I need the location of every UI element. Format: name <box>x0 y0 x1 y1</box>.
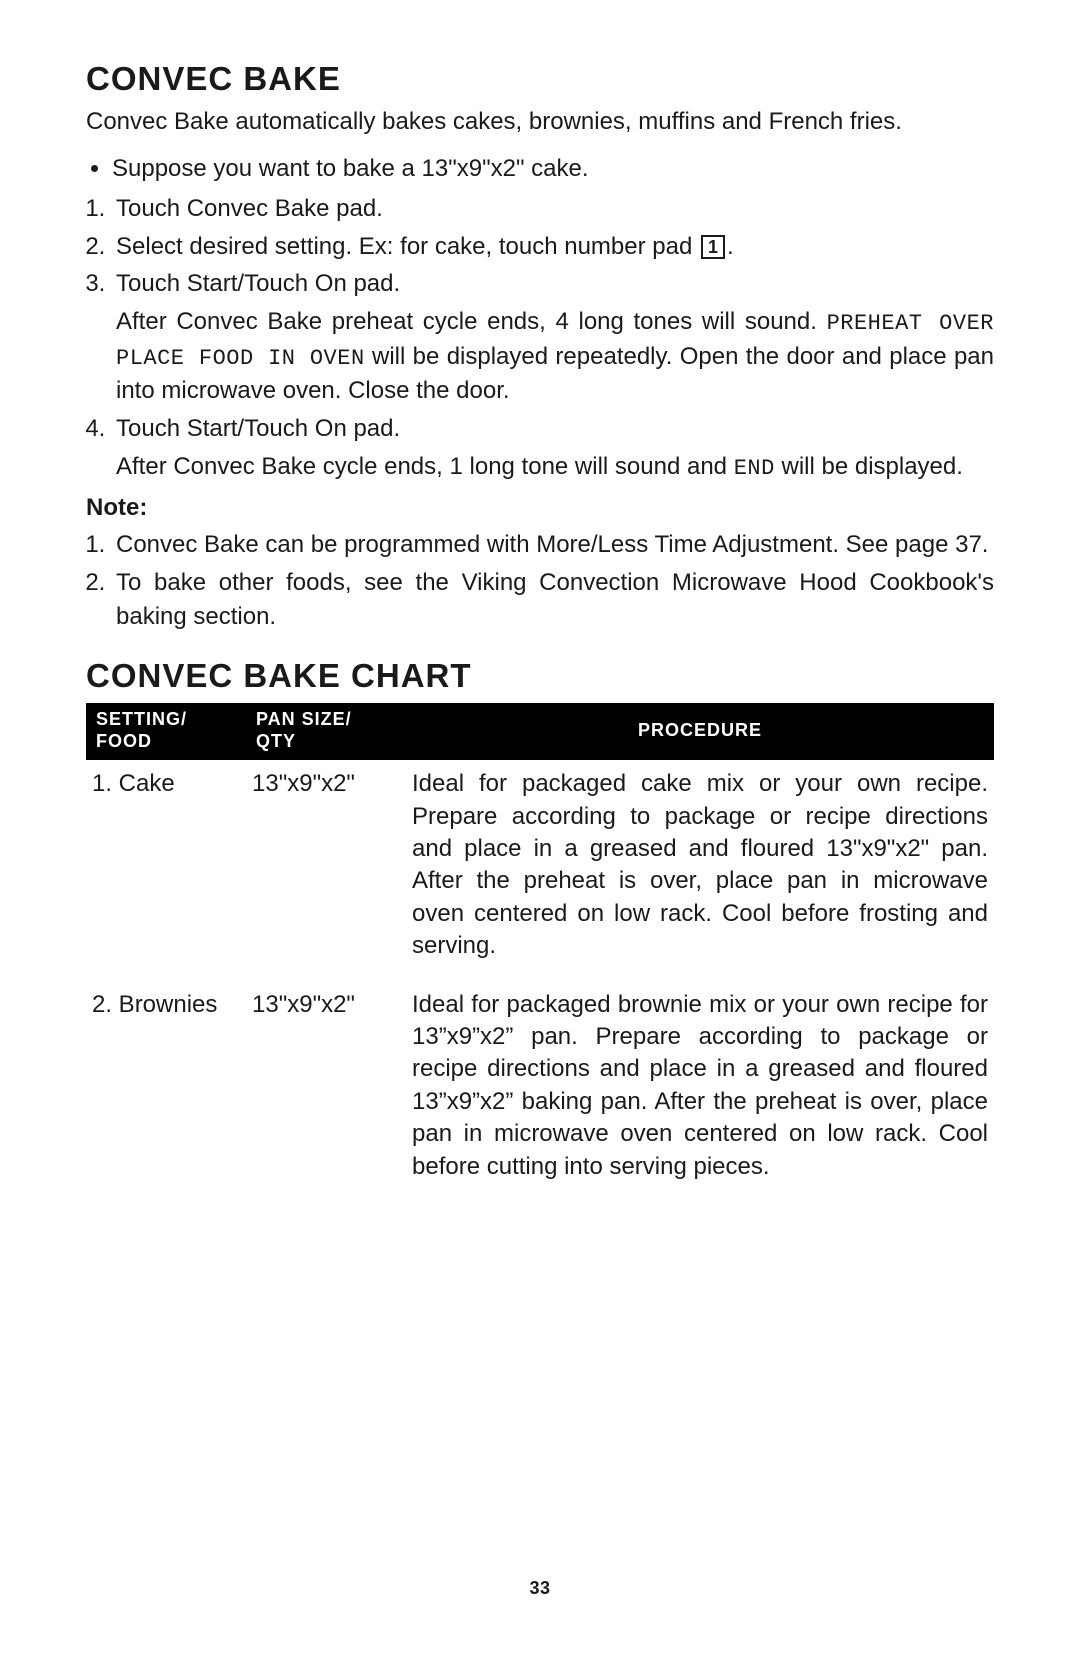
col-header-setting-l2: Food <box>96 731 152 751</box>
number-pad-1-icon: 1 <box>701 235 725 259</box>
cell-pan: 13"x9"x2" <box>246 760 406 972</box>
heading-chart: Convec Bake Chart <box>86 657 994 695</box>
step-4-title: Touch Start/Touch On pad. <box>116 415 400 442</box>
heading-convec-bake: Convec Bake <box>86 60 994 98</box>
note-1: Convec Bake can be programmed with More/… <box>112 528 994 562</box>
step-3: Touch Start/Touch On pad. After Convec B… <box>112 267 994 408</box>
cell-setting: 1. Cake <box>86 760 246 972</box>
example-bullet: Suppose you want to bake a 13"x9"x2" cak… <box>112 152 994 186</box>
step-4-body: After Convec Bake cycle ends, 1 long ton… <box>116 450 994 485</box>
table-row: 1. Cake 13"x9"x2" Ideal for packaged cak… <box>86 760 994 972</box>
col-header-pan-l1: Pan Size/ <box>256 709 352 729</box>
step-1: Touch Convec Bake pad. <box>112 192 994 226</box>
step-4-body-b: will be displayed. <box>775 453 963 480</box>
page-number: 33 <box>0 1578 1080 1599</box>
convec-bake-chart-table: Setting/ Food Pan Size/ Qty Procedure 1.… <box>86 703 994 1193</box>
step-4: Touch Start/Touch On pad. After Convec B… <box>112 412 994 484</box>
step-3-body-a: After Convec Bake preheat cycle ends, 4 … <box>116 308 827 335</box>
col-header-setting-l1: Setting/ <box>96 709 187 729</box>
step-2-post: . <box>727 233 734 260</box>
manual-page: Convec Bake Convec Bake automatically ba… <box>0 0 1080 1669</box>
cell-procedure: Ideal for packaged brownie mix or your o… <box>406 973 994 1193</box>
chart-header-row: Setting/ Food Pan Size/ Qty Procedure <box>86 703 994 760</box>
step-2-pre: Select desired setting. Ex: for cake, to… <box>116 233 699 260</box>
col-header-pan: Pan Size/ Qty <box>246 703 406 760</box>
example-bullet-list: Suppose you want to bake a 13"x9"x2" cak… <box>86 152 994 186</box>
step-3-title: Touch Start/Touch On pad. <box>116 270 400 297</box>
cell-procedure: Ideal for packaged cake mix or your own … <box>406 760 994 972</box>
col-header-procedure: Procedure <box>406 703 994 760</box>
notes-list: Convec Bake can be programmed with More/… <box>86 528 994 633</box>
intro-paragraph: Convec Bake automatically bakes cakes, b… <box>86 106 994 138</box>
note-2: To bake other foods, see the Viking Conv… <box>112 566 994 633</box>
step-4-body-a: After Convec Bake cycle ends, 1 long ton… <box>116 453 734 480</box>
table-row: 2. Brownies 13"x9"x2" Ideal for packaged… <box>86 973 994 1193</box>
cell-pan: 13"x9"x2" <box>246 973 406 1193</box>
col-header-pan-l2: Qty <box>256 731 296 751</box>
steps-list: Touch Convec Bake pad. Select desired se… <box>86 192 994 484</box>
cell-setting: 2. Brownies <box>86 973 246 1193</box>
step-3-body: After Convec Bake preheat cycle ends, 4 … <box>116 305 994 408</box>
col-header-setting: Setting/ Food <box>86 703 246 760</box>
display-end-text: END <box>734 456 775 481</box>
note-label: Note: <box>86 494 994 522</box>
step-2: Select desired setting. Ex: for cake, to… <box>112 230 994 264</box>
